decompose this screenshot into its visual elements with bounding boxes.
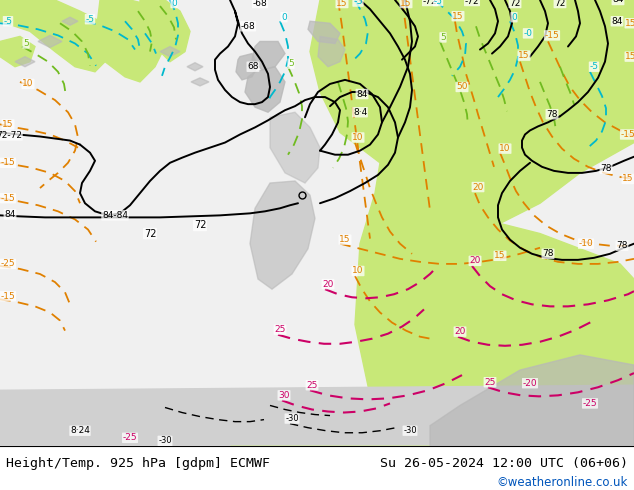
Text: 15: 15 <box>518 51 530 60</box>
Polygon shape <box>318 36 345 67</box>
Text: 15: 15 <box>336 0 348 7</box>
Text: 78: 78 <box>616 241 628 250</box>
Text: 15: 15 <box>622 174 634 183</box>
Text: -30: -30 <box>285 414 299 423</box>
Text: Height/Temp. 925 hPa [gdpm] ECMWF: Height/Temp. 925 hPa [gdpm] ECMWF <box>6 457 270 470</box>
Text: 15: 15 <box>452 12 463 21</box>
Text: -15: -15 <box>621 130 634 139</box>
Text: 84: 84 <box>611 17 623 26</box>
Text: -25: -25 <box>1 259 15 269</box>
Text: 0: 0 <box>171 0 177 7</box>
Text: -25: -25 <box>583 399 597 408</box>
Text: -68: -68 <box>252 0 268 7</box>
Text: 84: 84 <box>612 0 624 4</box>
Text: -5: -5 <box>4 17 13 26</box>
Text: 20: 20 <box>322 280 333 289</box>
Text: -10: -10 <box>579 239 593 248</box>
Text: 72: 72 <box>509 0 521 7</box>
Text: 68: 68 <box>247 62 259 71</box>
Polygon shape <box>0 0 634 446</box>
Text: 78: 78 <box>547 110 558 119</box>
Polygon shape <box>0 0 634 446</box>
Text: 20: 20 <box>469 256 481 266</box>
Text: 72: 72 <box>144 228 156 239</box>
Polygon shape <box>308 21 340 44</box>
Text: -72: -72 <box>423 0 437 5</box>
Polygon shape <box>38 35 62 48</box>
Text: 5: 5 <box>440 33 446 42</box>
Polygon shape <box>236 53 258 80</box>
Text: 84: 84 <box>356 90 368 98</box>
Text: 20: 20 <box>455 327 466 336</box>
Text: 78: 78 <box>600 164 612 173</box>
Text: 15: 15 <box>339 235 351 244</box>
Text: 72-72: 72-72 <box>0 131 22 140</box>
Text: 8·4: 8·4 <box>353 108 367 117</box>
Text: 0: 0 <box>511 13 517 22</box>
Text: -25: -25 <box>123 433 138 442</box>
Text: 10: 10 <box>353 133 364 142</box>
Polygon shape <box>252 42 285 70</box>
Text: -72: -72 <box>465 0 479 5</box>
Text: 84: 84 <box>4 210 16 219</box>
Text: 15: 15 <box>400 0 411 7</box>
Text: 25: 25 <box>306 381 318 390</box>
Text: 20: 20 <box>472 183 484 192</box>
Text: 84-84: 84-84 <box>102 211 128 220</box>
Text: -5: -5 <box>86 15 94 24</box>
Text: 10: 10 <box>22 79 34 88</box>
Text: 25: 25 <box>484 378 496 387</box>
Text: 10: 10 <box>499 144 511 153</box>
Polygon shape <box>191 78 209 86</box>
Polygon shape <box>500 264 634 375</box>
Polygon shape <box>250 181 315 289</box>
Text: 15: 15 <box>3 120 14 129</box>
Text: -30: -30 <box>403 426 417 435</box>
Text: -15: -15 <box>1 194 15 203</box>
Text: -68: -68 <box>241 22 256 31</box>
Polygon shape <box>187 63 203 71</box>
Text: 8·24: 8·24 <box>70 426 90 435</box>
Text: 5: 5 <box>288 59 294 68</box>
Text: 30: 30 <box>278 391 290 400</box>
Polygon shape <box>95 0 175 82</box>
Text: 78: 78 <box>542 249 553 258</box>
Text: ©weatheronline.co.uk: ©weatheronline.co.uk <box>496 476 628 489</box>
Text: -5: -5 <box>353 0 363 6</box>
Text: 72: 72 <box>194 220 206 230</box>
Polygon shape <box>140 0 190 62</box>
Text: 15: 15 <box>625 19 634 28</box>
Polygon shape <box>270 112 320 183</box>
Text: -15: -15 <box>1 292 15 301</box>
Text: -15: -15 <box>1 158 15 167</box>
Text: -5: -5 <box>590 62 598 71</box>
Polygon shape <box>62 17 78 25</box>
Text: -0: -0 <box>524 29 533 38</box>
Text: 25: 25 <box>275 325 286 334</box>
Text: 50: 50 <box>456 82 468 92</box>
Text: 15: 15 <box>495 251 506 260</box>
Text: 0: 0 <box>281 13 287 22</box>
Text: 10: 10 <box>353 267 364 275</box>
Polygon shape <box>0 385 634 446</box>
Text: Su 26-05-2024 12:00 UTC (06+06): Su 26-05-2024 12:00 UTC (06+06) <box>380 457 628 470</box>
Text: 72: 72 <box>554 0 566 7</box>
Text: 5: 5 <box>23 39 29 48</box>
Text: -20: -20 <box>522 379 537 388</box>
Polygon shape <box>310 0 634 223</box>
Polygon shape <box>430 355 634 446</box>
Polygon shape <box>0 36 35 67</box>
Text: -5: -5 <box>434 0 443 5</box>
Text: 15: 15 <box>625 52 634 61</box>
Polygon shape <box>160 47 180 57</box>
Polygon shape <box>15 57 35 67</box>
Polygon shape <box>0 0 120 72</box>
Polygon shape <box>245 67 285 112</box>
Text: -15: -15 <box>545 31 559 40</box>
Text: -30: -30 <box>158 436 172 445</box>
Polygon shape <box>355 163 634 446</box>
